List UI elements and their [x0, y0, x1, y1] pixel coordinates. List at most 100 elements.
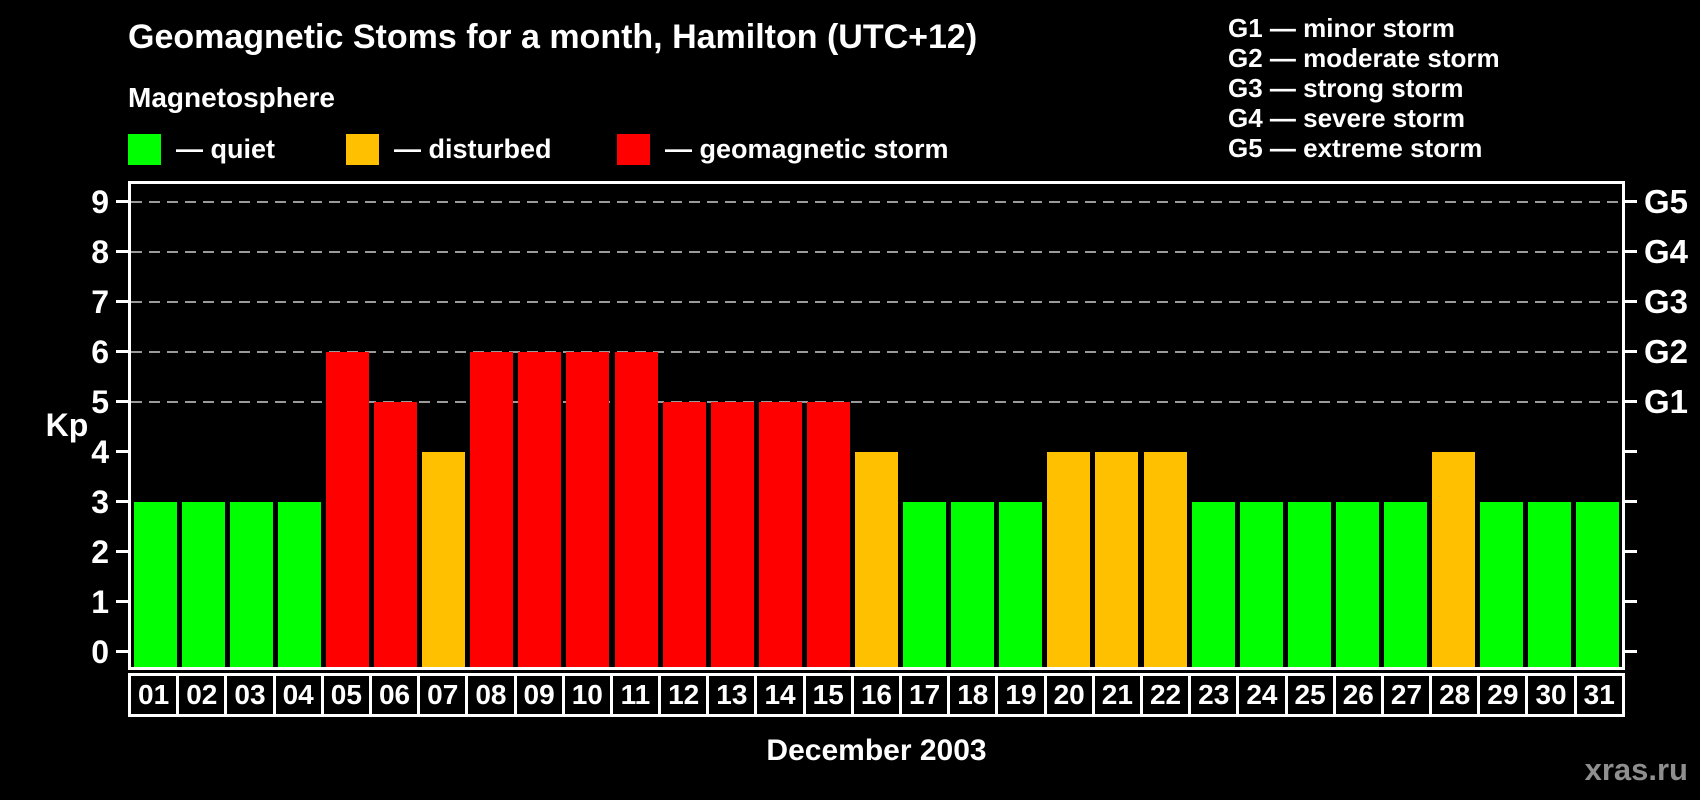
bar-day-22	[1143, 452, 1187, 667]
chart-title: Geomagnetic Stoms for a month, Hamilton …	[128, 18, 978, 56]
legend-item-label: — geomagnetic storm	[665, 133, 949, 164]
day-label-12: 12	[658, 673, 710, 717]
g-scale-label-g1: G1	[1644, 383, 1689, 420]
y-tick-label-7: 7	[91, 284, 109, 320]
y-tick-left-4	[116, 450, 128, 453]
bar-day-31	[1576, 502, 1620, 667]
bar-day-06	[374, 402, 418, 667]
bar-day-03	[229, 502, 273, 667]
legend-item-label: — disturbed	[394, 133, 552, 164]
bar-day-09	[518, 352, 562, 667]
day-label-07: 07	[417, 673, 469, 717]
day-label-05: 05	[320, 673, 372, 717]
day-label-04: 04	[272, 673, 324, 717]
gridline-kp-8	[131, 251, 1622, 253]
bar-day-25	[1287, 502, 1331, 667]
day-label-08: 08	[465, 673, 517, 717]
y-tick-label-8: 8	[91, 234, 109, 270]
y-tick-left-2	[116, 550, 128, 553]
y-tick-left-0	[116, 650, 128, 653]
y-tick-label-3: 3	[91, 484, 109, 520]
plot-area: 0 1 2 3 4 5 6 7 8 9 G1 G2 G3 G4 G5	[91, 181, 1688, 670]
day-label-18: 18	[947, 673, 999, 717]
y-tick-right-4	[1625, 450, 1637, 453]
gridline-kp-5	[131, 401, 1622, 403]
g-scale-label-g4: G4	[1644, 233, 1689, 270]
y-tick-label-2: 2	[91, 534, 109, 570]
bar-day-11	[614, 352, 658, 667]
day-label-06: 06	[368, 673, 421, 717]
y-tick-left-6	[116, 350, 128, 353]
bar-day-10	[566, 352, 610, 667]
g-scale-label-g2: G2	[1644, 333, 1689, 370]
bar-day-13	[710, 402, 754, 667]
y-tick-right-3	[1625, 500, 1637, 503]
bar-day-21	[1095, 452, 1139, 667]
day-label-23: 23	[1188, 673, 1240, 717]
bar-day-23	[1191, 502, 1235, 667]
y-axis-title: Kp	[45, 407, 89, 443]
y-tick-right-2	[1625, 550, 1637, 553]
day-label-22: 22	[1139, 673, 1192, 717]
bar-day-27	[1384, 502, 1428, 667]
y-tick-left-8	[116, 250, 128, 253]
g-scale-label-g3: G3	[1644, 283, 1689, 320]
day-label-10: 10	[561, 673, 613, 717]
day-label-31: 31	[1573, 673, 1625, 717]
bar-day-02	[181, 502, 225, 667]
day-label-13: 13	[706, 673, 758, 717]
g-scale-line-g3: G3 — strong storm	[1228, 73, 1464, 103]
storm-swatch	[617, 133, 650, 165]
bar-day-28	[1432, 452, 1476, 667]
bar-day-04	[277, 502, 321, 667]
bar-day-07	[422, 452, 466, 667]
x-axis-title: December 2003	[766, 734, 987, 767]
y-tick-label-6: 6	[91, 334, 109, 370]
y-tick-right-9	[1625, 200, 1637, 203]
bar-day-19	[999, 502, 1043, 667]
day-label-30: 30	[1525, 673, 1577, 717]
day-label-02: 02	[176, 673, 228, 717]
g-scale-label-g5: G5	[1644, 183, 1689, 220]
bar-day-24	[1239, 502, 1283, 667]
day-label-16: 16	[850, 673, 902, 717]
bar-day-30	[1528, 502, 1572, 667]
day-label-24: 24	[1236, 673, 1288, 717]
g-scale-line-g5: G5 — extreme storm	[1228, 133, 1483, 163]
g-scale-line-g2: G2 — moderate storm	[1228, 43, 1500, 73]
bar-day-18	[951, 502, 995, 667]
magnetosphere-legend: — quiet — disturbed — geomagnetic storm	[128, 133, 1088, 167]
y-tick-right-0	[1625, 650, 1637, 653]
y-tick-left-1	[116, 600, 128, 603]
y-tick-label-1: 1	[91, 584, 109, 620]
day-label-11: 11	[609, 673, 662, 717]
day-label-15: 15	[802, 673, 854, 717]
legend-item-label: — quiet	[176, 133, 275, 164]
g-scale-line-g1: G1 — minor storm	[1228, 13, 1455, 43]
bar-day-29	[1480, 502, 1524, 667]
g-scale-legend: G1 — minor storm G2 — moderate storm G3 …	[1228, 13, 1500, 163]
bar-day-05	[325, 352, 369, 667]
gridline-kp-7	[131, 301, 1622, 303]
bar-day-01	[133, 502, 177, 667]
watermark: xras.ru	[1584, 752, 1688, 787]
bar-day-12	[662, 402, 706, 667]
y-tick-left-9	[116, 200, 128, 203]
y-tick-right-7	[1625, 300, 1637, 303]
legend-item-quiet: — quiet	[128, 133, 275, 165]
bar-day-26	[1335, 502, 1379, 667]
legend-item-storm: — geomagnetic storm	[617, 133, 949, 165]
day-label-03: 03	[224, 673, 276, 717]
y-tick-label-4: 4	[91, 434, 109, 470]
gridline-kp-9	[131, 201, 1622, 203]
y-tick-right-6	[1625, 350, 1637, 353]
y-tick-right-1	[1625, 600, 1637, 603]
bar-day-14	[758, 402, 802, 667]
day-label-28: 28	[1429, 673, 1481, 717]
g-scale-line-g4: G4 — severe storm	[1228, 103, 1466, 133]
y-tick-left-7	[116, 300, 128, 303]
day-label-20: 20	[1043, 673, 1095, 717]
legend-item-disturbed: — disturbed	[346, 133, 552, 165]
x-axis-day-row: 01 02 03 04 05 06 07 08 09 10 11 12 13 14 15 16 17 18 19 20…	[128, 673, 1625, 717]
